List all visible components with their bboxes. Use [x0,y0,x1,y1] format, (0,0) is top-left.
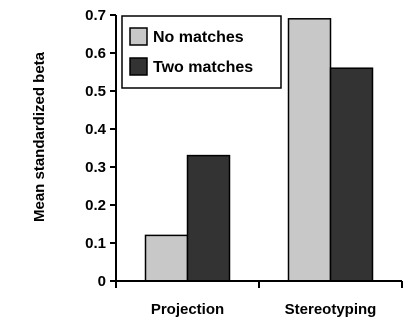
y-tick-label: 0.1 [85,235,106,252]
y-tick-label: 0.3 [85,159,106,176]
legend-label: No matches [153,29,244,46]
bar-stereotyping-two-matches [329,67,374,282]
bar-projection-no-matches [144,234,189,282]
legend-box [121,15,282,89]
y-tick-label: 0.2 [85,197,106,214]
y-axis-label: Mean standardized beta [31,51,48,222]
y-tick-label: 0.5 [85,83,106,100]
bar-stereotyping-no-matches [287,18,332,282]
x-category-label: Projection [151,301,224,318]
x-category-label: Stereotyping [285,301,377,318]
y-tick-label: 0 [98,273,106,290]
legend-swatch [129,57,148,76]
axes [115,15,403,288]
category-labels: Projection Stereotyping [151,301,377,318]
y-tick-label: 0.4 [85,121,107,138]
y-axis-ticks: 0 0.1 0.2 0.3 0.4 0.5 0.6 0.7 [85,7,116,290]
y-tick-label: 0.6 [85,45,106,62]
y-tick-label: 0.7 [85,7,106,24]
legend-label: Two matches [153,59,253,76]
legend-swatch [129,27,148,46]
bar-projection-two-matches [186,154,231,282]
bars [144,18,374,282]
legend: No matches Two matches [121,15,282,89]
